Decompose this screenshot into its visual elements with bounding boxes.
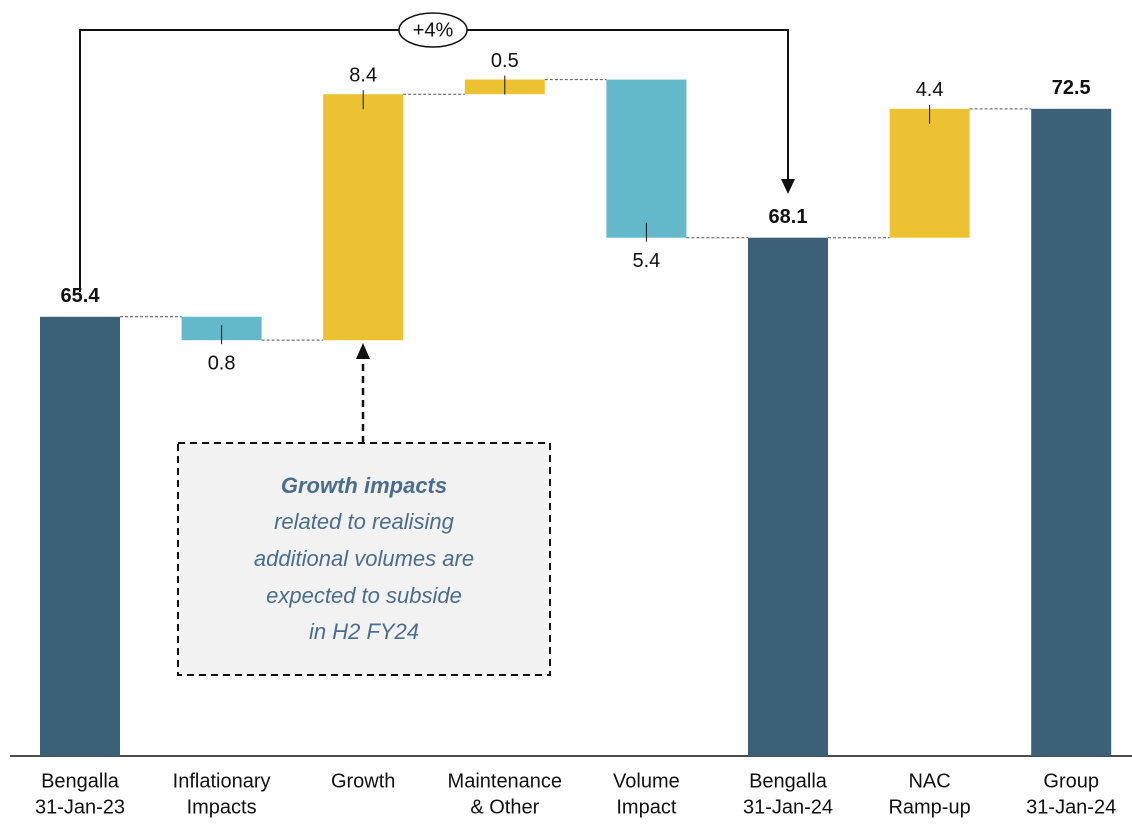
value-label: 68.1 xyxy=(769,206,808,228)
value-label: 8.4 xyxy=(349,64,377,86)
x-tick-label: Growth xyxy=(331,770,395,792)
x-tick-label: & Other xyxy=(470,796,539,818)
x-tick-label: 31-Jan-24 xyxy=(743,796,833,818)
value-label: 4.4 xyxy=(916,79,944,101)
value-label: 0.8 xyxy=(208,352,236,374)
x-tick-label: Impact xyxy=(616,796,676,818)
x-tick-label: NAC xyxy=(908,770,950,792)
bar xyxy=(323,94,404,341)
bar xyxy=(40,316,120,756)
callout-box xyxy=(177,442,551,676)
callout-arrowhead xyxy=(356,343,370,359)
callout-line: expected to subside xyxy=(266,583,462,608)
callout-line: additional volumes are xyxy=(254,546,474,571)
x-tick-label: Bengalla xyxy=(41,770,120,792)
growth-bubble xyxy=(398,12,468,48)
x-tick-label: Maintenance xyxy=(448,770,563,792)
value-label: 5.4 xyxy=(632,250,660,272)
bar xyxy=(606,79,687,238)
callout-line: in H2 FY24 xyxy=(309,619,419,644)
value-label: 0.5 xyxy=(491,50,519,72)
callout-line: related to realising xyxy=(274,509,455,534)
x-tick-label: Impacts xyxy=(187,796,257,818)
value-label: 65.4 xyxy=(61,285,101,307)
bar xyxy=(1031,108,1112,756)
x-tick-label: Volume xyxy=(613,770,680,792)
x-tick-label: 31-Jan-24 xyxy=(1026,796,1116,818)
callout-title: Growth impacts xyxy=(281,473,447,498)
x-tick-label: Inflationary xyxy=(173,770,271,792)
x-tick-label: Ramp-up xyxy=(888,796,970,818)
bar xyxy=(748,237,828,756)
growth-arrowhead xyxy=(781,179,795,194)
bar xyxy=(889,108,970,238)
growth-label: +4% xyxy=(413,19,454,41)
value-label: 72.5 xyxy=(1052,77,1091,99)
x-tick-label: Group xyxy=(1043,770,1099,792)
x-tick-label: 31-Jan-23 xyxy=(35,796,125,818)
x-tick-label: Bengalla xyxy=(749,770,828,792)
